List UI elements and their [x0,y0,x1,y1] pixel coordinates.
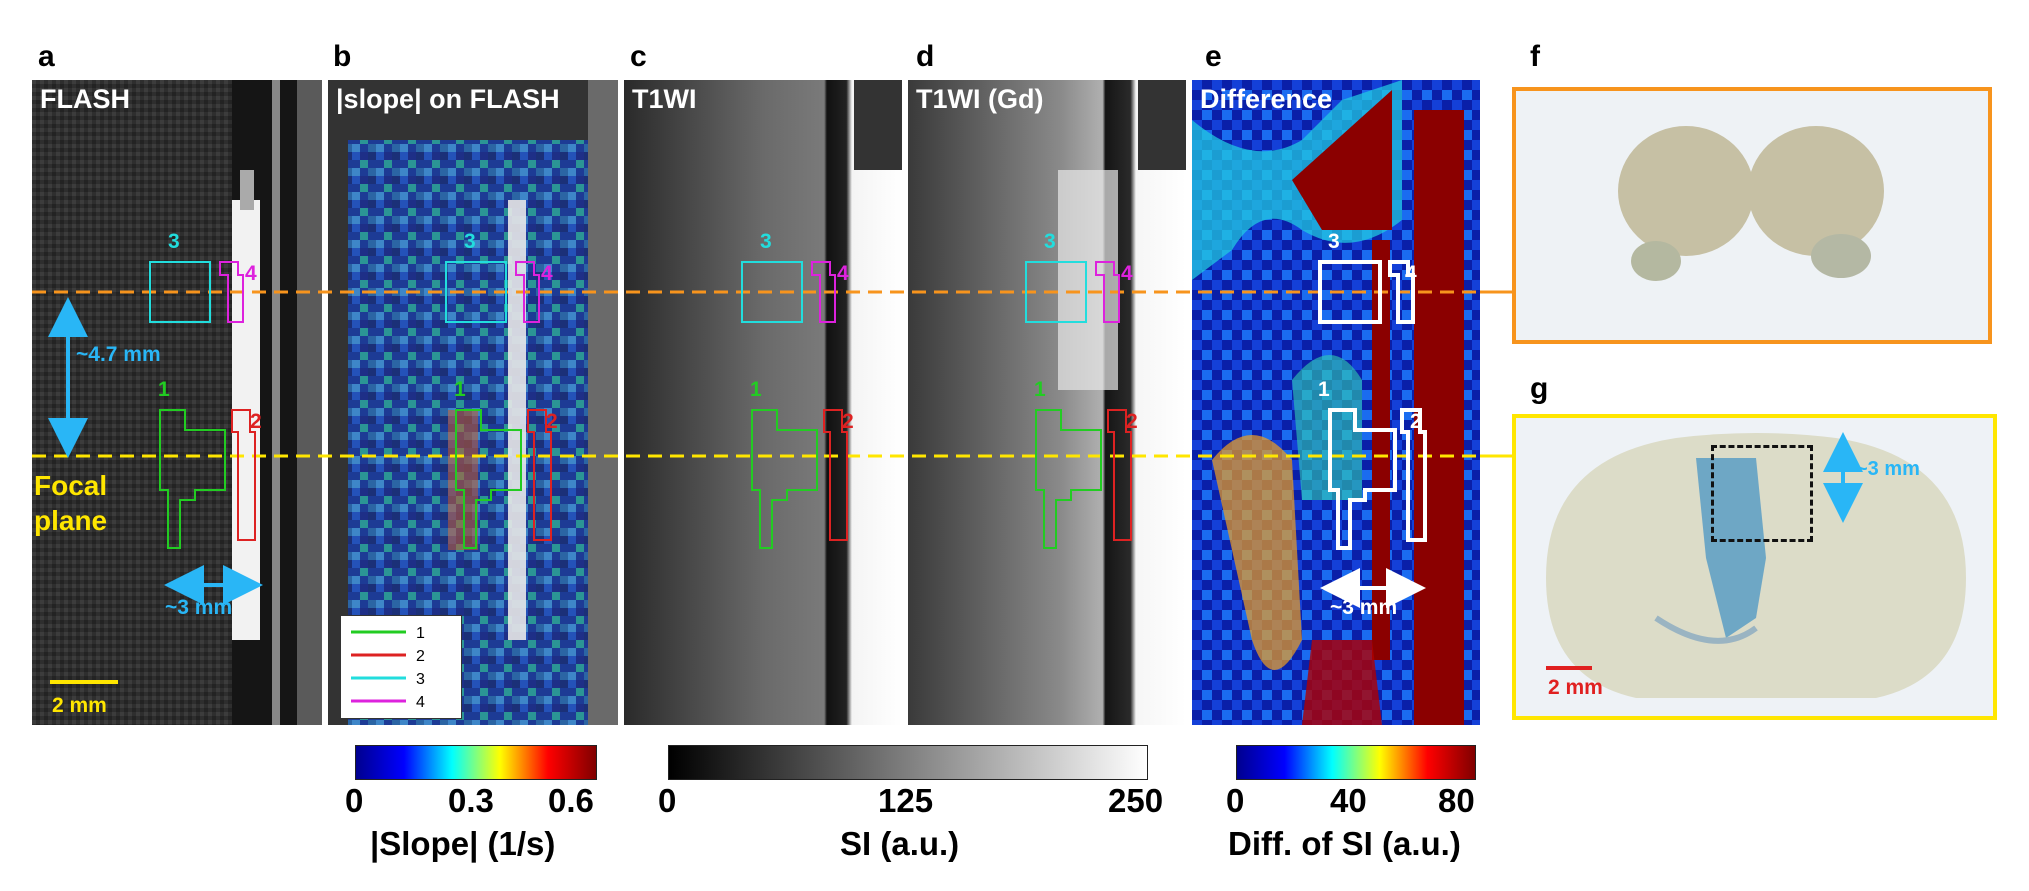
panel-letter-b: b [333,40,352,73]
roi-2-label: 2 [1126,410,1138,433]
panel-letter-a: a [38,40,55,73]
roi-2-label: 2 [250,410,262,433]
panel-letter-f: f [1530,40,1540,73]
panel-a-title: FLASH [40,84,130,114]
roi-4-label: 4 [245,262,257,285]
roi-1-label: 1 [454,378,466,401]
roi-4-outline-diff [1388,260,1415,324]
roi-2-label: 2 [842,410,854,433]
panel-letter-g: g [1530,372,1549,405]
panel-d-title: T1WI (Gd) [916,84,1044,114]
si-tick-0: 0 [658,782,677,819]
roi-1-outline [159,409,226,549]
roi-outlines [149,260,1427,550]
photo-dist-label: ~3 mm [1856,458,1920,480]
roi-2-outline [823,409,848,541]
roi-3-outline [149,261,211,323]
photo-scale-bar-label: 2 mm [1548,676,1603,699]
roi-1-outline [1035,409,1102,549]
horizontal-distance-label-e: ~3 mm [1330,596,1398,619]
scale-bar [50,680,118,684]
roi-4-label-diff: 4 [1405,262,1417,285]
roi-2-outline-diff [1400,408,1427,542]
horizontal-distance-label-a: ~3 mm [165,596,233,619]
slope-colorbar [355,745,597,780]
panel-e-difference-image: Difference [1192,80,1480,725]
roi-1-label: 1 [1034,378,1046,401]
diff-colorbar [1236,745,1476,780]
roi-3-label: 3 [168,230,180,253]
diff-colorbar-label: Diff. of SI (a.u.) [1228,825,1461,862]
si-colorbar-label: SI (a.u.) [840,825,960,862]
legend-label-4: 4 [416,694,425,711]
roi-4-label: 4 [541,262,553,285]
roi-3-label: 3 [464,230,476,253]
panel-letter-c: c [630,40,647,73]
panel-letter-d: d [916,40,935,73]
legend-label-1: 1 [416,625,425,642]
panel-g-brain-slice-photo: 2 mm ~3 mm [1512,414,1997,720]
roi-1-label-diff: 1 [1318,378,1330,401]
roi-1-label: 1 [750,378,762,401]
roi-1-outline [455,409,522,549]
diff-tick-1: 40 [1330,782,1367,819]
roi-4-outline [811,261,836,323]
si-tick-2: 250 [1108,782,1164,819]
roi-3-label-diff: 3 [1328,230,1340,253]
legend-label-3: 3 [416,671,425,688]
t1wi-gd-image [908,80,1186,725]
roi-legend-graphic: 1 2 3 4 [351,625,425,711]
roi-4-label: 4 [1121,262,1133,285]
dashed-roi-box [1711,445,1813,542]
brain-slice-top-image [1618,126,1884,281]
slope-tick-0: 0 [345,782,364,819]
focal-plane-label-2: plane [34,505,108,536]
diff-tick-0: 0 [1226,782,1245,819]
roi-2-outline [231,409,256,541]
slope-colorbar-label: |Slope| (1/s) [370,825,556,862]
roi-1-outline-diff [1328,408,1397,550]
vertical-distance-label: ~4.7 mm [76,343,161,366]
roi-1-label: 1 [158,378,170,401]
roi-4-outline [219,261,244,323]
roi-4-label: 4 [837,262,849,285]
roi-2-label-diff: 2 [1410,410,1422,433]
panel-b-title: |slope| on FLASH [336,84,560,114]
t1wi-image [624,80,902,725]
panel-letter-e: e [1205,40,1222,73]
panel-f-brain-slice-photo [1512,87,1992,344]
roi-4-outline [1095,261,1120,323]
panel-d-t1wi-gd-image: T1WI (Gd) [908,80,1186,725]
photo-scale-bar [1546,666,1592,670]
panel-e-title: Difference [1200,84,1333,114]
scale-bar-label: 2 mm [52,694,107,717]
si-colorbar [668,745,1148,780]
focal-plane-label-1: Focal [34,470,108,501]
si-tick-1: 125 [878,782,934,819]
roi-2-outline [1107,409,1132,541]
panel-c-t1wi-image: T1WI [624,80,902,725]
slope-tick-1: 0.3 [448,782,494,819]
roi-legend: 1 2 3 4 [340,615,462,719]
roi-3-outline [445,261,507,323]
roi-3-outline [741,261,803,323]
panel-c-title: T1WI [632,84,697,114]
diff-tick-2: 80 [1438,782,1475,819]
roi-4-outline [515,261,540,323]
roi-1-outline [751,409,818,549]
roi-3-label: 3 [760,230,772,253]
roi-3-label: 3 [1044,230,1056,253]
slope-tick-2: 0.6 [548,782,594,819]
difference-map [1192,80,1480,725]
roi-3-outline-diff [1318,260,1382,324]
roi-2-label: 2 [546,410,558,433]
roi-2-outline [527,409,552,541]
legend-label-2: 2 [416,648,425,665]
roi-3-outline [1025,261,1087,323]
